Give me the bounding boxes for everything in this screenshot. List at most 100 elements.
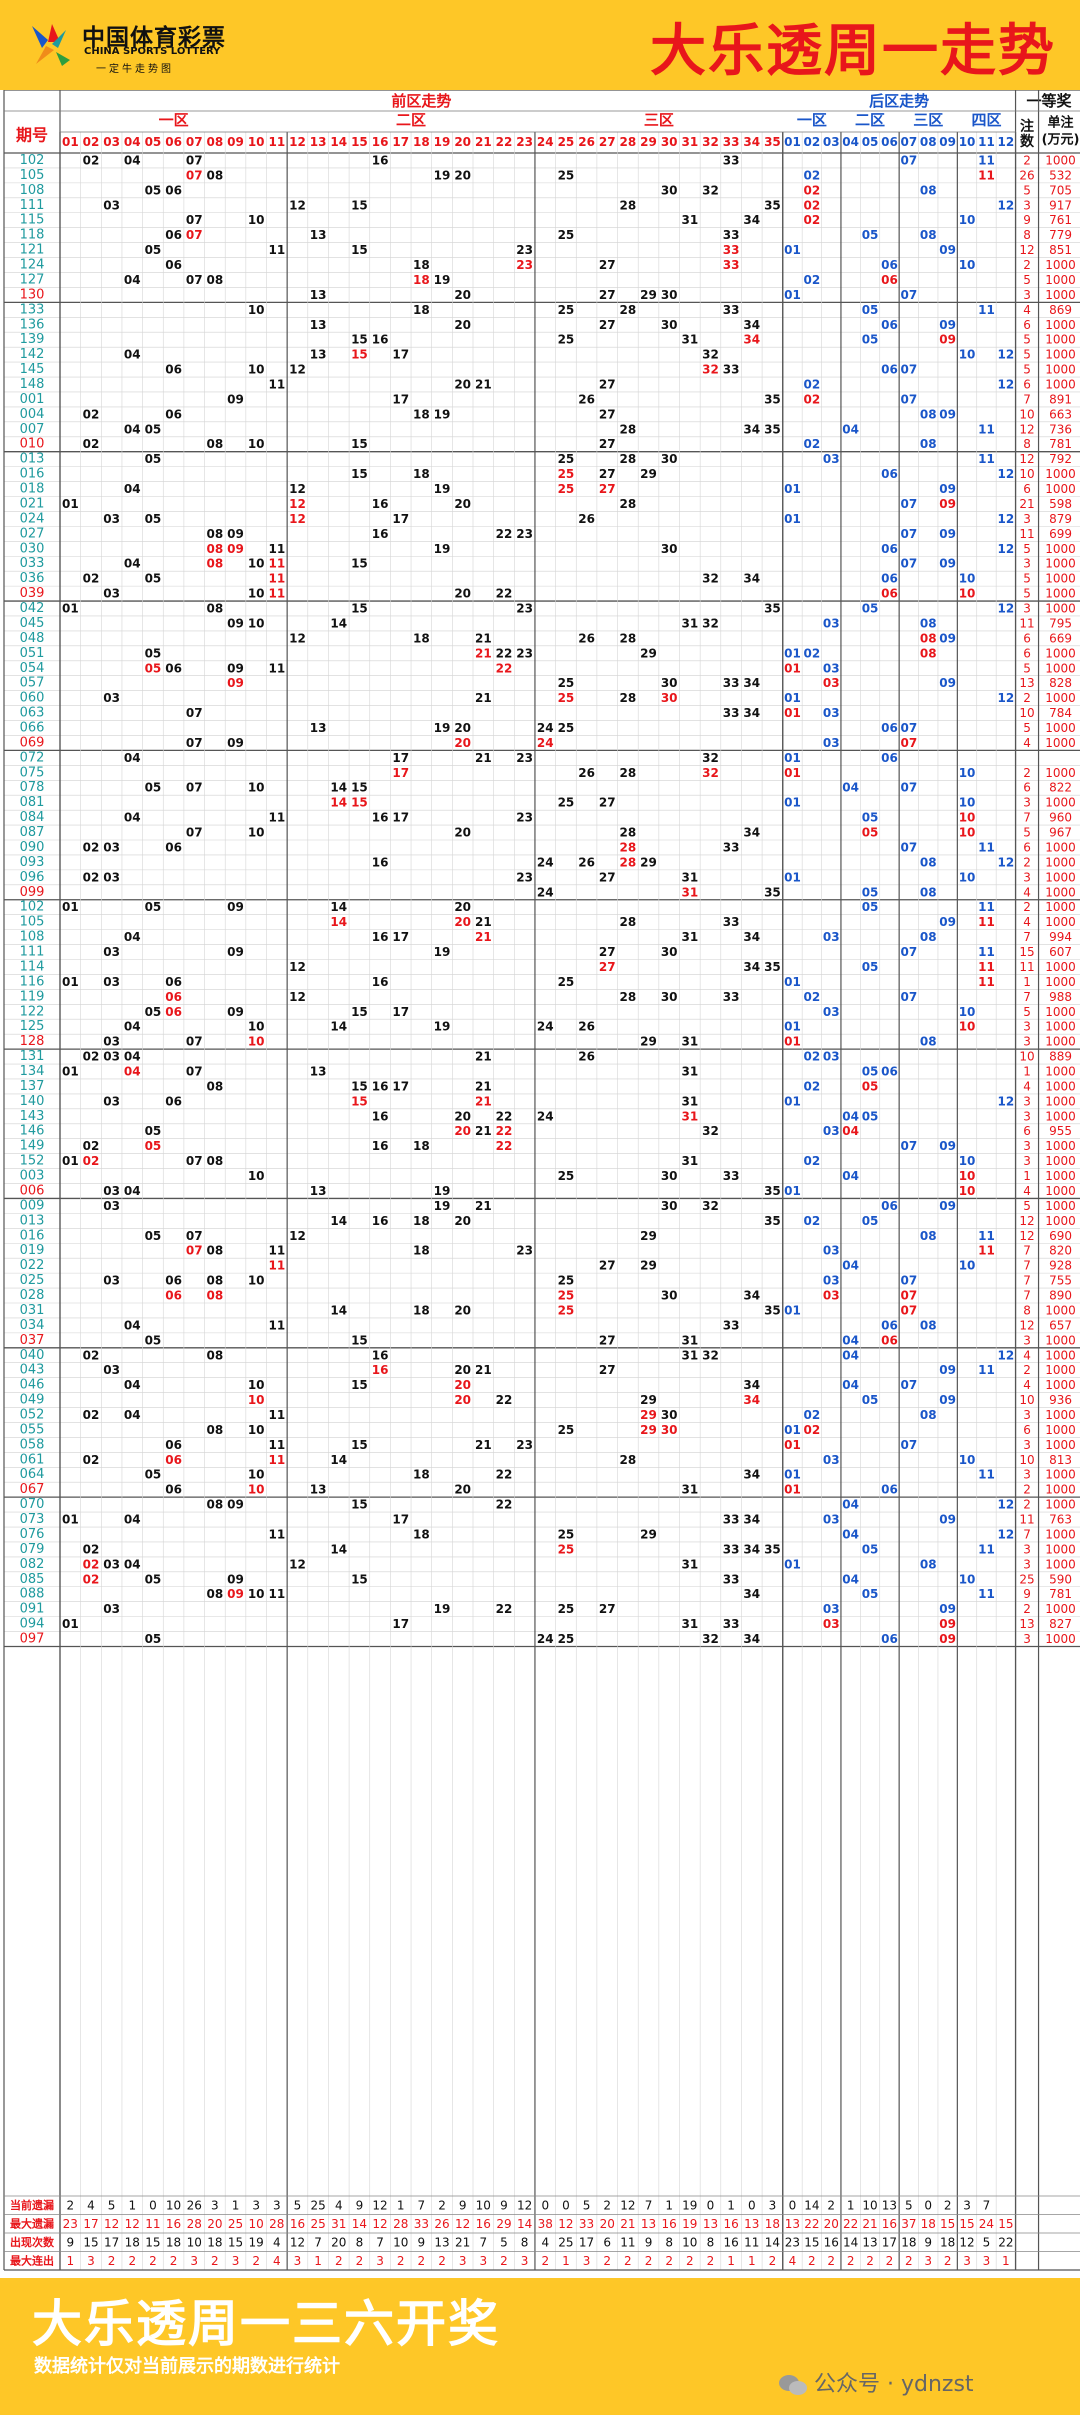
front-ball: 11 xyxy=(268,1408,285,1422)
front-ball: 15 xyxy=(351,333,368,347)
front-ball: 10 xyxy=(248,1423,265,1437)
back-ball: 09 xyxy=(939,1617,956,1631)
logo-chinese-name: 中国体育彩票 xyxy=(82,25,226,51)
back-ball: 05 xyxy=(862,1587,879,1601)
front-ball: 33 xyxy=(723,1513,740,1527)
winner-count: 12 xyxy=(1019,243,1034,257)
front-ball: 10 xyxy=(248,826,265,840)
back-ball: 01 xyxy=(784,751,801,765)
back-ball: 03 xyxy=(823,1124,840,1138)
front-ball: 08 xyxy=(207,527,224,541)
back-ball: 02 xyxy=(803,213,820,227)
stat-front-value: 5 xyxy=(294,2198,302,2212)
period-cell: 124 xyxy=(20,258,45,273)
stat-front-value: 2 xyxy=(438,2198,446,2212)
stat-front-value: 2 xyxy=(438,2254,446,2268)
front-ball: 31 xyxy=(681,1035,698,1049)
front-ball: 17 xyxy=(392,751,409,765)
front-ball: 02 xyxy=(83,1154,100,1168)
back-ball: 02 xyxy=(803,168,820,182)
front-ball: 32 xyxy=(702,616,719,630)
stat-front-value: 12 xyxy=(455,2217,470,2231)
front-ball: 27 xyxy=(599,482,616,496)
front-ball: 02 xyxy=(83,1557,100,1571)
back-ball: 03 xyxy=(823,661,840,675)
back-ball: 05 xyxy=(862,303,879,317)
front-ball: 08 xyxy=(207,1498,224,1512)
front-ball: 35 xyxy=(764,602,781,616)
stat-front-value: 1 xyxy=(232,2198,240,2212)
back-ball: 05 xyxy=(862,228,879,242)
back-ball: 10 xyxy=(959,1259,976,1273)
back-ball: 12 xyxy=(997,512,1014,526)
front-ball: 10 xyxy=(248,1035,265,1049)
front-ball: 30 xyxy=(661,1169,678,1183)
front-ball: 03 xyxy=(103,1557,120,1571)
front-ball: 06 xyxy=(165,990,182,1004)
prize-amount: 1000 xyxy=(1045,796,1076,810)
period-cell: 114 xyxy=(20,959,45,974)
stat-front-value: 16 xyxy=(723,2217,738,2231)
front-number-header: 01 xyxy=(62,135,79,149)
winner-count: 8 xyxy=(1023,437,1031,451)
front-ball: 28 xyxy=(620,1453,637,1467)
front-ball: 35 xyxy=(764,960,781,974)
front-ball: 06 xyxy=(165,183,182,197)
stat-front-value: 10 xyxy=(682,2235,697,2249)
front-ball: 35 xyxy=(764,198,781,212)
prize-header: 一等奖 xyxy=(1027,92,1073,110)
front-zone-label: 一区 xyxy=(159,111,189,129)
back-ball: 11 xyxy=(978,960,995,974)
stat-front-value: 28 xyxy=(269,2217,284,2231)
front-ball: 01 xyxy=(62,975,79,989)
front-ball: 23 xyxy=(516,1244,533,1258)
back-ball: 01 xyxy=(784,1094,801,1108)
stat-front-value: 3 xyxy=(376,2254,384,2268)
logo-english-name: CHINA SPORTS LOTTERY xyxy=(84,46,221,57)
back-ball: 12 xyxy=(997,1348,1014,1362)
back-ball: 01 xyxy=(784,1483,801,1497)
stat-back-value: 20 xyxy=(824,2217,839,2231)
front-ball: 31 xyxy=(681,1109,698,1123)
stat-front-value: 12 xyxy=(290,2235,305,2249)
stat-front-value: 28 xyxy=(393,2217,408,2231)
front-ball: 31 xyxy=(681,1094,698,1108)
period-cell: 034 xyxy=(20,1318,45,1333)
back-ball: 07 xyxy=(900,392,917,406)
prize-amount: 822 xyxy=(1049,781,1072,795)
prize-amount: 532 xyxy=(1049,168,1072,182)
front-ball: 24 xyxy=(537,1109,554,1123)
front-ball: 28 xyxy=(620,915,637,929)
period-cell: 037 xyxy=(20,1333,45,1348)
back-ball: 08 xyxy=(920,930,937,944)
back-ball: 12 xyxy=(997,348,1014,362)
front-ball: 25 xyxy=(558,796,575,810)
front-ball: 09 xyxy=(227,527,244,541)
front-number-header: 10 xyxy=(248,135,265,149)
stat-front-value: 7 xyxy=(645,2198,653,2212)
front-zone-header: 前区走势 xyxy=(391,92,451,110)
back-ball: 03 xyxy=(823,1050,840,1064)
front-zone-label: 二区 xyxy=(396,111,426,129)
front-number-header: 14 xyxy=(330,135,347,149)
back-ball: 04 xyxy=(842,1124,859,1138)
stat-front-value: 2 xyxy=(356,2254,364,2268)
back-ball: 03 xyxy=(823,1602,840,1616)
front-ball: 27 xyxy=(599,377,616,391)
front-number-header: 27 xyxy=(599,135,616,149)
front-ball: 26 xyxy=(578,631,595,645)
front-ball: 22 xyxy=(496,1498,513,1512)
front-ball: 31 xyxy=(681,213,698,227)
stat-front-value: 26 xyxy=(434,2217,449,2231)
front-ball: 33 xyxy=(723,706,740,720)
front-ball: 25 xyxy=(558,676,575,690)
front-ball: 33 xyxy=(723,990,740,1004)
back-ball: 03 xyxy=(823,1617,840,1631)
front-ball: 18 xyxy=(413,407,430,421)
front-ball: 16 xyxy=(372,975,389,989)
front-ball: 21 xyxy=(475,646,492,660)
front-ball: 04 xyxy=(124,1184,141,1198)
back-zone-label: 一区 xyxy=(797,111,827,129)
back-ball: 08 xyxy=(920,1408,937,1422)
front-ball: 31 xyxy=(681,1617,698,1631)
